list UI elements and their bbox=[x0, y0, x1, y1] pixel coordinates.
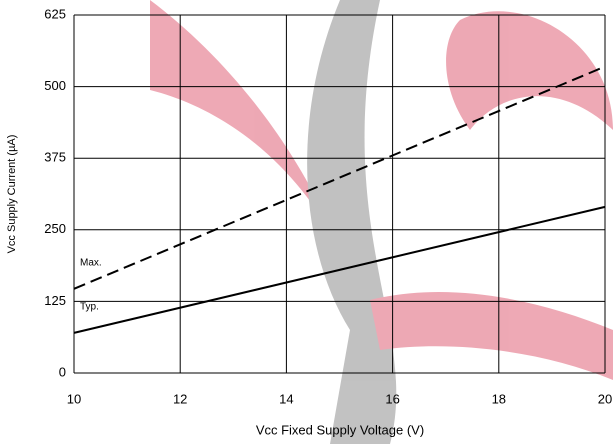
series-label: Typ. bbox=[80, 302, 99, 313]
y-tick-label: 125 bbox=[44, 293, 66, 308]
y-axis-label: Vcc Supply Current (µA) bbox=[6, 135, 18, 254]
x-tick-label: 20 bbox=[598, 391, 612, 406]
y-tick-label: 250 bbox=[44, 221, 66, 236]
x-tick-label: 18 bbox=[492, 391, 506, 406]
x-tick-label: 12 bbox=[173, 391, 187, 406]
y-tick-label: 625 bbox=[44, 6, 66, 21]
x-axis-label: Vcc Fixed Supply Voltage (V) bbox=[256, 422, 424, 437]
series-line bbox=[73, 65, 606, 290]
y-tick-label: 0 bbox=[59, 364, 66, 379]
x-tick-label: 14 bbox=[279, 391, 293, 406]
series-label: Max. bbox=[80, 257, 102, 268]
y-tick-label: 500 bbox=[44, 78, 66, 93]
x-tick-label: 16 bbox=[385, 391, 399, 406]
series-line bbox=[73, 205, 606, 334]
watermark bbox=[150, 0, 613, 444]
x-tick-label: 10 bbox=[67, 391, 81, 406]
y-tick-label: 375 bbox=[44, 150, 66, 165]
